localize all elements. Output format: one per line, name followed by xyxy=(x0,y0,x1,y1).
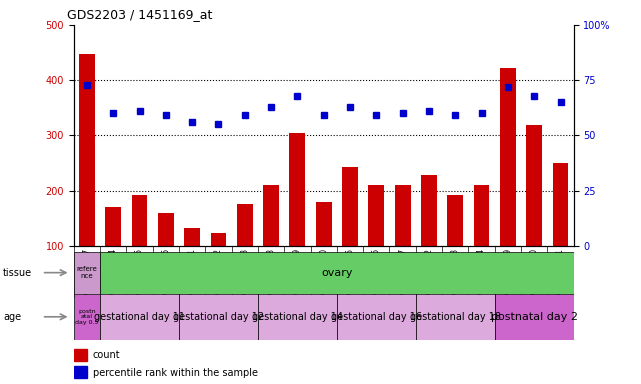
Text: GSM120857: GSM120857 xyxy=(83,248,92,295)
Text: GSM120842: GSM120842 xyxy=(424,248,433,295)
Text: GDS2203 / 1451169_at: GDS2203 / 1451169_at xyxy=(67,8,213,21)
Text: GSM120853: GSM120853 xyxy=(240,248,249,295)
Bar xyxy=(342,167,358,246)
Text: GSM120854: GSM120854 xyxy=(109,248,118,295)
Bar xyxy=(237,204,253,246)
Text: gestational day 16: gestational day 16 xyxy=(331,312,422,322)
Text: GSM120848: GSM120848 xyxy=(267,248,276,295)
Bar xyxy=(74,366,87,379)
Bar xyxy=(369,185,384,246)
Bar xyxy=(500,68,516,246)
Bar xyxy=(395,185,410,246)
Bar xyxy=(184,228,200,246)
Bar xyxy=(337,294,416,340)
Text: GSM120847: GSM120847 xyxy=(398,248,407,295)
Text: GSM120843: GSM120843 xyxy=(451,248,460,295)
Bar xyxy=(416,294,495,340)
Bar xyxy=(290,132,305,246)
Bar xyxy=(447,195,463,246)
Bar xyxy=(495,294,574,340)
Text: GSM120844: GSM120844 xyxy=(477,248,486,295)
Text: gestational day 14: gestational day 14 xyxy=(252,312,343,322)
Text: GSM120845: GSM120845 xyxy=(345,248,354,295)
Bar xyxy=(74,294,100,340)
Bar xyxy=(74,252,100,294)
Bar xyxy=(105,207,121,246)
Text: percentile rank within the sample: percentile rank within the sample xyxy=(93,367,258,377)
Text: GSM120840: GSM120840 xyxy=(529,248,538,295)
Text: count: count xyxy=(93,350,121,360)
Bar xyxy=(131,195,147,246)
Bar xyxy=(100,294,179,340)
Text: GSM120852: GSM120852 xyxy=(214,248,223,295)
Bar xyxy=(474,185,490,246)
Bar xyxy=(79,54,95,246)
Text: age: age xyxy=(3,312,21,322)
Bar xyxy=(263,185,279,246)
Text: GSM120841: GSM120841 xyxy=(556,248,565,295)
Text: GSM120856: GSM120856 xyxy=(162,248,171,295)
Text: gestational day 11: gestational day 11 xyxy=(94,312,185,322)
Text: postnatal day 2: postnatal day 2 xyxy=(491,312,578,322)
Text: postn
atal
day 0.5: postn atal day 0.5 xyxy=(75,308,99,325)
Bar xyxy=(210,233,226,246)
Bar xyxy=(74,349,87,361)
Text: ovary: ovary xyxy=(321,268,353,278)
Bar xyxy=(158,213,174,246)
Text: GSM120850: GSM120850 xyxy=(319,248,328,295)
Bar xyxy=(316,202,331,246)
Text: GSM120846: GSM120846 xyxy=(372,248,381,295)
Text: refere
nce: refere nce xyxy=(76,266,97,279)
Bar xyxy=(553,163,569,246)
Text: tissue: tissue xyxy=(3,268,32,278)
Text: GSM120839: GSM120839 xyxy=(503,248,512,295)
Text: GSM120855: GSM120855 xyxy=(135,248,144,295)
Text: GSM120851: GSM120851 xyxy=(188,248,197,295)
Text: gestational day 12: gestational day 12 xyxy=(173,312,264,322)
Bar xyxy=(526,126,542,246)
Bar xyxy=(421,175,437,246)
Bar xyxy=(179,294,258,340)
Text: gestational day 18: gestational day 18 xyxy=(410,312,501,322)
Text: GSM120849: GSM120849 xyxy=(293,248,302,295)
Bar xyxy=(258,294,337,340)
